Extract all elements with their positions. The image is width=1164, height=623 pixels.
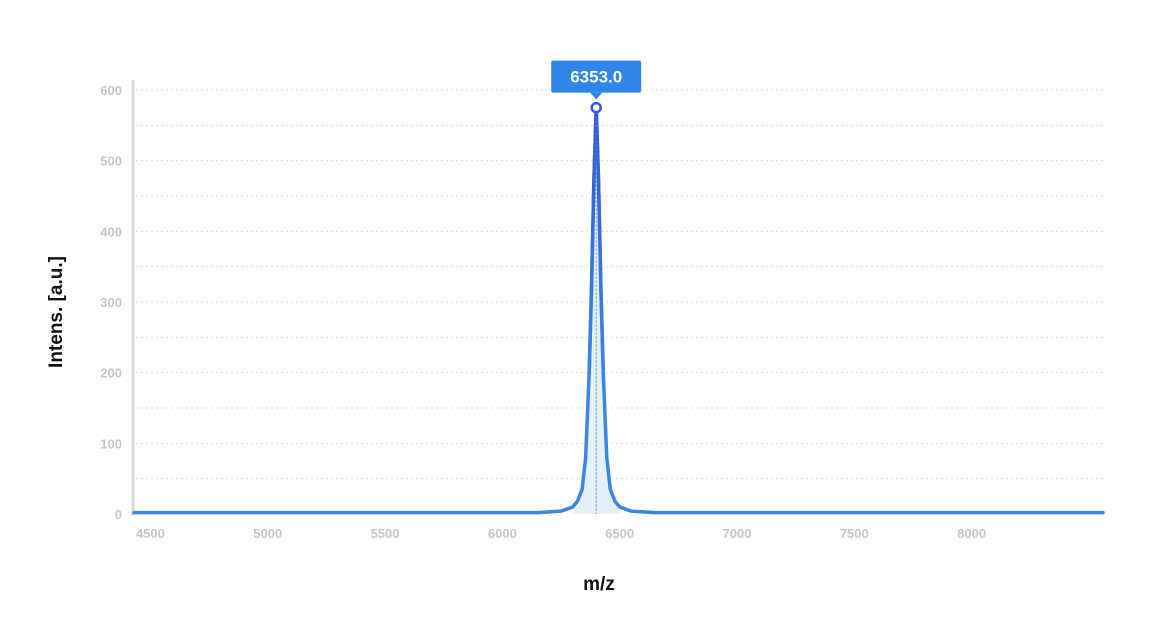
x-tick-label: 4500	[136, 526, 165, 541]
tick-layer: 0 100 200 300 400 500 600 4500 5000 5500 6000 6500 7…	[100, 83, 986, 541]
peak-area	[572, 107, 620, 515]
x-axis-title: m/z	[583, 574, 615, 595]
x-tick-label: 5000	[253, 526, 282, 541]
y-tick-label: 500	[100, 154, 122, 169]
y-axis-title: Intens. [a.u.]	[46, 256, 67, 368]
x-tick-label: 7000	[723, 526, 752, 541]
peak-marker	[590, 101, 602, 114]
x-tick-label: 7500	[840, 526, 869, 541]
grid-layer	[136, 89, 1103, 480]
peak-callout-label: 6353.0	[570, 68, 622, 87]
peak-callout-box	[551, 60, 642, 93]
y-tick-label: 100	[100, 436, 122, 451]
y-tick-label: 300	[100, 295, 122, 310]
peak-callout-pointer	[590, 92, 603, 100]
spectrum-line	[132, 105, 1105, 515]
y-tick-label: 600	[100, 83, 122, 98]
y-tick-label: 200	[100, 366, 122, 381]
x-tick-label: 8000	[957, 526, 986, 541]
callout-layer: 6353.0	[551, 60, 642, 514]
line-layer	[132, 105, 1105, 515]
area-layer	[572, 107, 620, 515]
x-tick-label: 5500	[371, 526, 400, 541]
y-tick-label: 0	[115, 507, 122, 522]
x-tick-label: 6500	[605, 526, 634, 541]
y-tick-label: 400	[100, 224, 122, 239]
x-tick-label: 6000	[488, 526, 517, 541]
